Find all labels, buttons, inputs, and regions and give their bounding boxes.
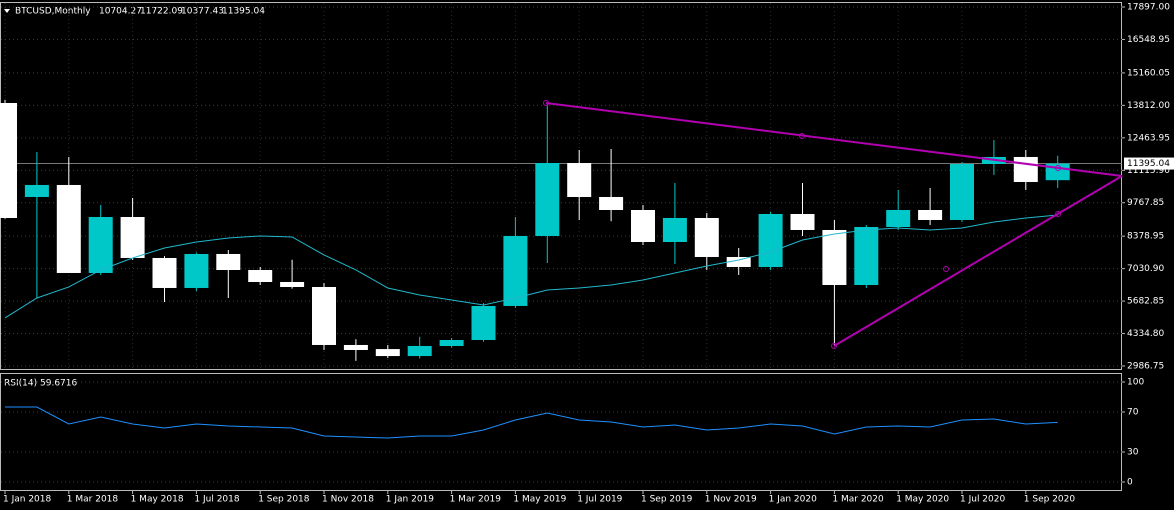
x-tick-label: 1 Jan 2018 [3, 495, 51, 505]
y-tick-label: 13812.00 [1127, 101, 1170, 111]
marks: 17897.00 16548.95 15160.05 13812.00 12463.95… [0, 3, 1174, 505]
x-tick-label: 1 May 2018 [131, 495, 184, 505]
candle-body [312, 286, 336, 345]
y-tick-label: 7030.90 [1127, 264, 1164, 274]
candle-body [184, 253, 209, 288]
candle-body [280, 281, 305, 287]
y-tick-label: 0 [1127, 478, 1133, 488]
ohlc-open: 10704.27 [99, 7, 142, 17]
current-price-box [1124, 157, 1174, 170]
rsi-line [5, 406, 1058, 439]
candle-body [758, 213, 783, 267]
candle-body [471, 305, 496, 340]
candle-body [24, 184, 49, 197]
x-tick-label: 1 May 2019 [513, 495, 566, 505]
trendline-anchor [543, 100, 549, 106]
trendline-anchor [1055, 165, 1061, 171]
current-price-label: 11395.04 [1127, 159, 1170, 169]
candle-body [567, 162, 592, 197]
trendline-anchor [799, 133, 805, 139]
y-tick-label: 4334.80 [1127, 329, 1164, 339]
candle-body [918, 209, 943, 220]
candle-body [950, 163, 974, 220]
rsi-title: RSI(14) [4, 379, 37, 389]
candle-body [631, 209, 655, 242]
candle-body [790, 213, 815, 230]
y-tick-label: 11115.90 [1127, 166, 1170, 176]
x-tick-label: 1 Mar 2018 [67, 495, 119, 505]
ohlc-close: 11395.04 [222, 7, 265, 17]
candle-body [503, 235, 528, 306]
candle-body [662, 217, 687, 242]
candle-body [694, 217, 719, 257]
y-tick-label: 9767.85 [1127, 198, 1164, 208]
y-tick-label: 70 [1127, 408, 1139, 418]
candle-body [375, 349, 400, 357]
trendline-anchor [943, 266, 949, 272]
y-tick-label: 100 [1127, 378, 1144, 388]
moving-average [4, 214, 1058, 319]
trendline [545, 102, 1123, 177]
x-tick-label: 1 Mar 2019 [450, 495, 502, 505]
y-tick-label: 16548.95 [1127, 35, 1170, 45]
candle-body [1013, 156, 1038, 182]
candle-body [152, 257, 177, 288]
x-tick-label: 1 Nov 2019 [705, 495, 757, 505]
x-tick-label: 1 May 2020 [896, 495, 949, 505]
candle-body [248, 269, 273, 282]
candle-body [120, 217, 145, 258]
candle-body [886, 209, 911, 227]
candle-body [535, 162, 560, 236]
collapse-icon [4, 9, 10, 13]
candle-body [599, 196, 624, 210]
y-tick-label: 2986.75 [1127, 362, 1164, 372]
candle-body [439, 339, 464, 346]
trendline-anchor [831, 343, 837, 349]
x-tick-label: 1 Jan 2020 [769, 495, 817, 505]
candle-body [854, 226, 879, 285]
candle-body [0, 102, 17, 218]
y-tick-label: 5682.85 [1127, 297, 1164, 307]
trendline [833, 175, 1123, 347]
rsi-current: 59.6716 [40, 379, 77, 389]
rsi-panel-frame [0, 373, 1122, 491]
x-tick-label: 1 Jan 2019 [386, 495, 434, 505]
chart-title: BTCUSD,Monthly [15, 7, 91, 17]
candle-body [216, 253, 241, 270]
x-tick-label: 1 Jul 2020 [960, 495, 1005, 505]
x-tick-label: 1 Mar 2020 [832, 495, 884, 505]
ohlc-low: 10377.43 [181, 7, 224, 17]
x-tick-label: 1 Sep 2018 [258, 495, 310, 505]
candle-body [343, 344, 368, 350]
ohlc-high: 11722.09 [140, 7, 183, 17]
x-tick-label: 1 Jul 2018 [194, 495, 239, 505]
x-tick-label: 1 Jul 2019 [577, 495, 622, 505]
candle-body [822, 229, 847, 285]
y-tick-label: 12463.95 [1127, 133, 1170, 143]
candle-body [726, 256, 751, 267]
y-tick-label: 17897.00 [1127, 3, 1170, 13]
y-tick-label: 8378.95 [1127, 232, 1164, 242]
x-tick-label: 1 Sep 2019 [641, 495, 693, 505]
y-tick-label: 30 [1127, 448, 1139, 458]
candle-body [56, 184, 81, 273]
trendline-anchor [1055, 211, 1061, 217]
candle-body [88, 217, 113, 273]
candle-body [407, 345, 432, 357]
y-tick-label: 15160.05 [1127, 68, 1170, 78]
x-tick-label: 1 Sep 2020 [1024, 495, 1076, 505]
x-tick-label: 1 Nov 2018 [322, 495, 374, 505]
